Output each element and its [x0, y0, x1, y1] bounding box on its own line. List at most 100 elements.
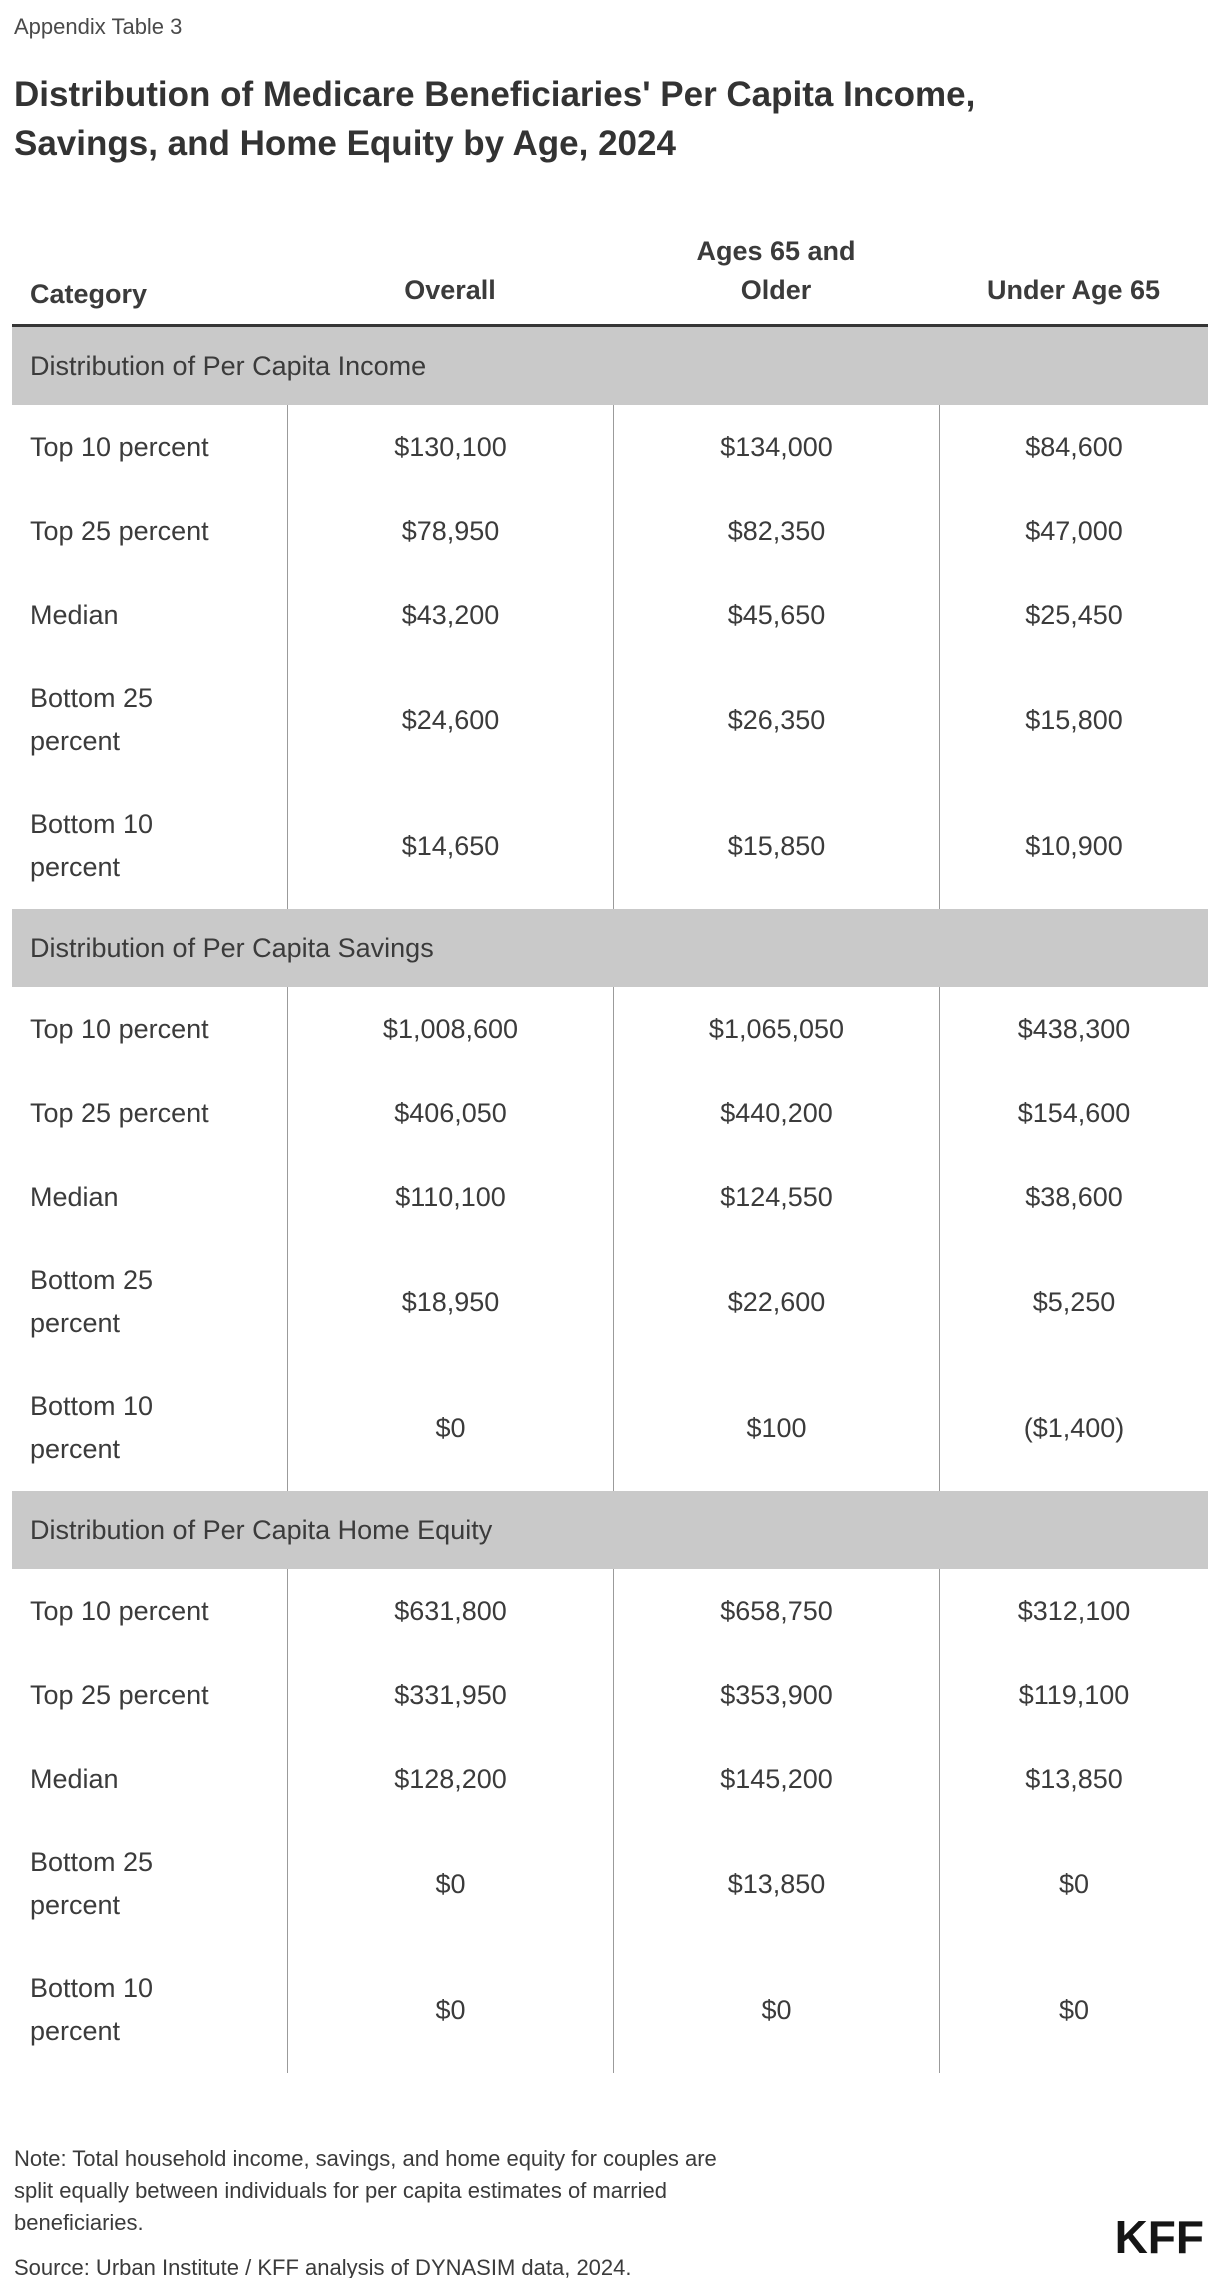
data-table: Category Overall Ages 65 and Older Under…: [12, 232, 1208, 2074]
table-row: Top 25 percent $406,050 $440,200 $154,60…: [12, 1071, 1208, 1156]
category-cell: Bottom 25 percent: [12, 1821, 287, 1947]
value-cell-overall: $406,050: [287, 1071, 613, 1156]
value-cell-ages-65-older: $45,650: [613, 573, 939, 658]
table-row: Bottom 10 percent $0 $0 $0: [12, 1947, 1208, 2074]
value-cell-overall: $110,100: [287, 1155, 613, 1240]
column-header-ages-65-older: Ages 65 and Older: [613, 232, 939, 310]
value-cell-under-65: ($1,400): [939, 1365, 1208, 1492]
category-label: Top 10 percent: [30, 431, 209, 462]
value-cell-overall: $78,950: [287, 489, 613, 574]
category-cell: Top 25 percent: [12, 1071, 287, 1155]
value-cell-ages-65-older: $13,850: [613, 1821, 939, 1948]
category-cell: Median: [12, 573, 287, 657]
value-cell-ages-65-older: $82,350: [613, 489, 939, 574]
appendix-label: Appendix Table 3: [14, 14, 183, 39]
category-label: Bottom 10 percent: [30, 1391, 154, 1465]
value-cell-overall: $0: [287, 1821, 613, 1948]
category-label: Median: [30, 599, 119, 630]
value-cell-under-65: $438,300: [939, 987, 1208, 1072]
value-cell-under-65: $25,450: [939, 573, 1208, 658]
table-row: Median $43,200 $45,650 $25,450: [12, 573, 1208, 658]
column-header-overall-text: Overall: [404, 275, 496, 306]
value-cell-under-65: $5,250: [939, 1239, 1208, 1366]
table-row: Bottom 25 percent $0 $13,850 $0: [12, 1821, 1208, 1948]
table-note: Note: Total household income, savings, a…: [14, 2146, 717, 2236]
category-label: Top 25 percent: [30, 1679, 209, 1710]
value-cell-ages-65-older: $15,850: [613, 783, 939, 910]
category-label: Bottom 10 percent: [30, 1973, 154, 2047]
value-cell-ages-65-older: $0: [613, 1947, 939, 2074]
value-cell-overall: $14,650: [287, 783, 613, 910]
value-cell-under-65: $0: [939, 1821, 1208, 1948]
column-header-overall: Overall: [287, 271, 613, 310]
category-label: Bottom 25 percent: [30, 1265, 154, 1339]
column-header-ages-65-older-text: Ages 65 and Older: [696, 236, 856, 306]
value-cell-ages-65-older: $353,900: [613, 1653, 939, 1738]
value-cell-overall: $43,200: [287, 573, 613, 658]
value-cell-ages-65-older: $26,350: [613, 657, 939, 784]
category-cell: Median: [12, 1737, 287, 1821]
value-cell-under-65: $84,600: [939, 405, 1208, 490]
category-cell: Top 10 percent: [12, 1569, 287, 1653]
table-row: Bottom 25 percent $24,600 $26,350 $15,80…: [12, 657, 1208, 784]
value-cell-ages-65-older: $1,065,050: [613, 987, 939, 1072]
section-header-savings: Distribution of Per Capita Savings: [12, 909, 1208, 988]
value-cell-overall: $18,950: [287, 1239, 613, 1366]
value-cell-under-65: $47,000: [939, 489, 1208, 574]
table-row: Median $128,200 $145,200 $13,850: [12, 1737, 1208, 1822]
value-cell-under-65: $13,850: [939, 1737, 1208, 1822]
page-title: Distribution of Medicare Beneficiaries' …: [12, 70, 1208, 168]
category-label: Median: [30, 1181, 119, 1212]
value-cell-ages-65-older: $100: [613, 1365, 939, 1492]
value-cell-ages-65-older: $22,600: [613, 1239, 939, 1366]
value-cell-under-65: $312,100: [939, 1569, 1208, 1654]
category-cell: Top 10 percent: [12, 987, 287, 1071]
value-cell-ages-65-older: $440,200: [613, 1071, 939, 1156]
category-cell: Bottom 10 percent: [12, 1947, 287, 2073]
value-cell-overall: $24,600: [287, 657, 613, 784]
table-source: Source: Urban Institute / KFF analysis o…: [14, 2255, 632, 2278]
value-cell-ages-65-older: $134,000: [613, 405, 939, 490]
table-row: Bottom 25 percent $18,950 $22,600 $5,250: [12, 1239, 1208, 1366]
kff-logo: KFF: [1114, 2211, 1204, 2263]
column-header-category: Category: [30, 279, 148, 310]
category-cell: Top 10 percent: [12, 405, 287, 489]
value-cell-under-65: $0: [939, 1947, 1208, 2074]
category-cell: Top 25 percent: [12, 1653, 287, 1737]
category-label: Top 10 percent: [30, 1595, 209, 1626]
value-cell-overall: $1,008,600: [287, 987, 613, 1072]
category-label: Top 25 percent: [30, 1097, 209, 1128]
value-cell-ages-65-older: $658,750: [613, 1569, 939, 1654]
value-cell-under-65: $38,600: [939, 1155, 1208, 1240]
value-cell-under-65: $15,800: [939, 657, 1208, 784]
category-label: Bottom 25 percent: [30, 683, 154, 757]
category-label: Bottom 10 percent: [30, 809, 154, 883]
table-row: Top 10 percent $130,100 $134,000 $84,600: [12, 405, 1208, 490]
table-row: Top 25 percent $78,950 $82,350 $47,000: [12, 489, 1208, 574]
value-cell-overall: $331,950: [287, 1653, 613, 1738]
value-cell-overall: $128,200: [287, 1737, 613, 1822]
page-title-line-2: Savings, and Home Equity by Age, 2024: [14, 124, 676, 163]
category-cell: Top 25 percent: [12, 489, 287, 573]
category-cell: Median: [12, 1155, 287, 1239]
category-label: Bottom 25 percent: [30, 1847, 154, 1921]
table-row: Top 25 percent $331,950 $353,900 $119,10…: [12, 1653, 1208, 1738]
category-cell: Bottom 10 percent: [12, 783, 287, 909]
category-cell: Bottom 10 percent: [12, 1365, 287, 1491]
category-label: Top 25 percent: [30, 515, 209, 546]
value-cell-ages-65-older: $145,200: [613, 1737, 939, 1822]
section-header-income: Distribution of Per Capita Income: [12, 327, 1208, 406]
table-header-row: Category Overall Ages 65 and Older Under…: [12, 232, 1208, 328]
value-cell-under-65: $154,600: [939, 1071, 1208, 1156]
value-cell-overall: $0: [287, 1365, 613, 1492]
table-row: Top 10 percent $631,800 $658,750 $312,10…: [12, 1569, 1208, 1654]
value-cell-overall: $631,800: [287, 1569, 613, 1654]
category-cell: Bottom 25 percent: [12, 657, 287, 783]
value-cell-overall: $130,100: [287, 405, 613, 490]
table-row: Median $110,100 $124,550 $38,600: [12, 1155, 1208, 1240]
page-title-line-1: Distribution of Medicare Beneficiaries' …: [14, 75, 976, 114]
column-header-under-65-text: Under Age 65: [986, 275, 1161, 306]
table-row: Top 10 percent $1,008,600 $1,065,050 $43…: [12, 987, 1208, 1072]
table-row: Bottom 10 percent $14,650 $15,850 $10,90…: [12, 783, 1208, 910]
